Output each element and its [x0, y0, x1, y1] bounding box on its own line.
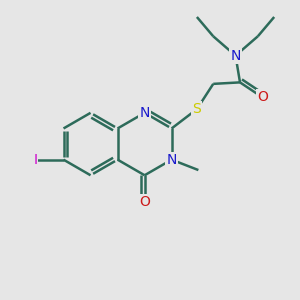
Text: S: S [193, 102, 201, 116]
Text: O: O [139, 195, 150, 209]
Text: N: N [230, 49, 241, 63]
Text: N: N [140, 106, 150, 120]
Text: I: I [33, 153, 37, 167]
Text: N: N [167, 153, 177, 167]
Text: O: O [257, 90, 268, 104]
